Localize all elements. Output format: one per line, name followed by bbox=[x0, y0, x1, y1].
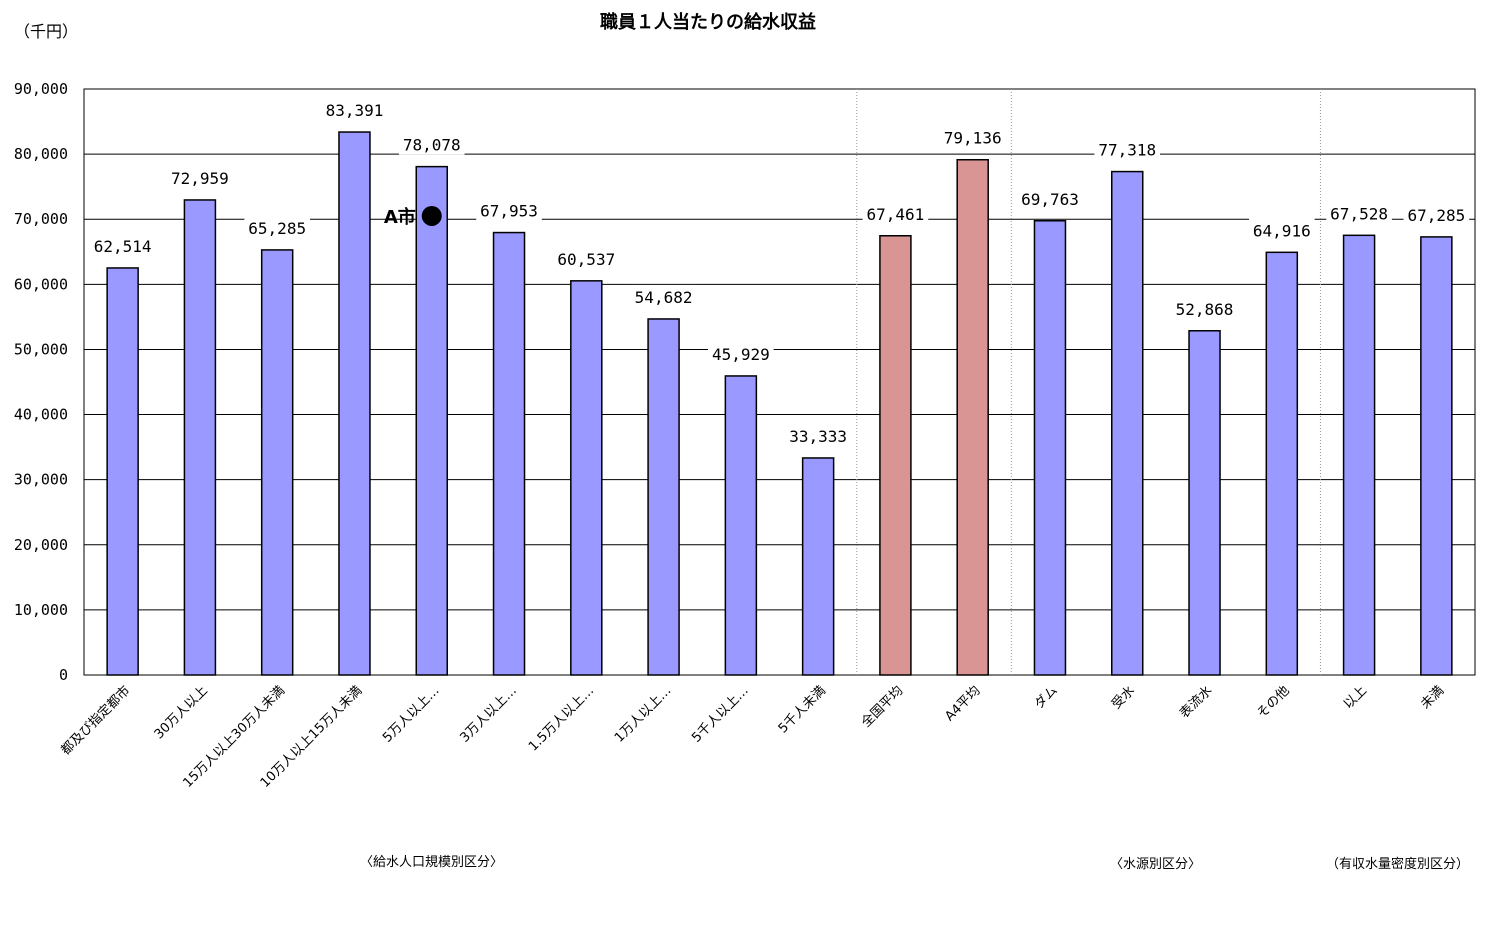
x-tick-label: ダム bbox=[1032, 683, 1061, 712]
bar bbox=[183, 199, 217, 676]
x-tick-label: 3万人以上… bbox=[457, 683, 519, 745]
x-tick-label: 未満 bbox=[1418, 683, 1447, 712]
bar bbox=[1033, 220, 1067, 676]
data-label-bg bbox=[476, 198, 542, 221]
bar bbox=[570, 280, 603, 676]
y-unit-label: （千円） bbox=[14, 22, 79, 41]
data-label: 69,763 bbox=[1021, 190, 1079, 209]
plot-area-border bbox=[83, 88, 1476, 676]
x-tick-label: 30万人以上 bbox=[152, 683, 211, 742]
data-label: 83,391 bbox=[326, 101, 384, 120]
data-label: 52,868 bbox=[1176, 300, 1234, 319]
bar bbox=[724, 375, 758, 676]
x-tick-label: 全国平均 bbox=[858, 683, 906, 731]
data-label: 67,461 bbox=[867, 205, 925, 224]
data-label-bg bbox=[862, 201, 929, 224]
y-tick-label: 20,000 bbox=[14, 536, 68, 554]
bar bbox=[1111, 170, 1144, 676]
annotation-label: A市 bbox=[384, 206, 416, 228]
bar bbox=[260, 249, 294, 676]
bar bbox=[1342, 234, 1376, 676]
data-label: 62,514 bbox=[94, 237, 152, 256]
data-label-bg bbox=[708, 341, 774, 364]
data-label: 78,078 bbox=[403, 136, 461, 155]
bar bbox=[106, 267, 139, 676]
chart-title: 職員１人当たりの給水収益 bbox=[600, 12, 816, 33]
x-tick-label: 1.5万人以上… bbox=[526, 683, 597, 754]
bar bbox=[492, 231, 526, 676]
bar bbox=[879, 235, 912, 676]
data-label: 45,929 bbox=[712, 345, 770, 364]
y-tick-label: 90,000 bbox=[14, 80, 68, 98]
x-tick-label: その他 bbox=[1254, 683, 1292, 721]
data-label-bg bbox=[1094, 137, 1161, 160]
data-label-bg bbox=[553, 246, 620, 269]
data-label-bg bbox=[244, 215, 310, 238]
data-label-bg bbox=[1326, 201, 1392, 224]
x-tick-label: 1万人以上… bbox=[612, 683, 674, 745]
data-label: 67,953 bbox=[480, 202, 538, 221]
bar bbox=[415, 165, 448, 676]
data-label-bg bbox=[1017, 186, 1083, 209]
y-tick-label: 10,000 bbox=[14, 601, 68, 619]
data-label-bg bbox=[939, 125, 1006, 148]
x-tick-label: 5千人以上… bbox=[689, 683, 751, 745]
x-tick-label: 都及び指定都市 bbox=[58, 683, 134, 759]
data-label-bg bbox=[1171, 296, 1238, 319]
x-tick-label: 5万人以上… bbox=[380, 683, 442, 745]
y-tick-label: 70,000 bbox=[14, 210, 68, 228]
group-label-population: 〈給水人口規模別区分〉 bbox=[360, 855, 504, 870]
y-tick-label: 50,000 bbox=[14, 340, 68, 358]
y-tick-label: 80,000 bbox=[14, 145, 68, 163]
x-tick-label: A4平均 bbox=[942, 683, 983, 724]
data-label-bg bbox=[167, 165, 233, 188]
data-label: 77,318 bbox=[1098, 141, 1156, 160]
data-label-bg bbox=[1249, 218, 1315, 241]
bar bbox=[956, 158, 989, 676]
bar bbox=[1265, 251, 1299, 676]
bar bbox=[647, 318, 680, 676]
data-label-bg bbox=[398, 132, 465, 155]
data-label: 72,959 bbox=[171, 169, 229, 188]
data-label: 33,333 bbox=[789, 427, 847, 446]
y-tick-label: 40,000 bbox=[14, 406, 68, 424]
x-tick-label: 以上 bbox=[1341, 683, 1370, 712]
bar bbox=[1188, 330, 1221, 676]
data-label-bg bbox=[89, 233, 156, 256]
data-label: 67,528 bbox=[1330, 204, 1388, 223]
x-tick-label: 5千人未満 bbox=[776, 683, 829, 736]
bar bbox=[801, 457, 835, 676]
annotation-marker bbox=[421, 205, 442, 226]
y-tick-label: 60,000 bbox=[14, 275, 68, 293]
data-label-bg bbox=[630, 284, 697, 307]
data-label-bg bbox=[1403, 202, 1470, 225]
bar bbox=[1420, 236, 1453, 676]
data-label: 67,285 bbox=[1407, 206, 1465, 225]
group-label-density: （有収水量密度別区分） bbox=[1326, 857, 1470, 872]
data-label: 65,285 bbox=[248, 219, 306, 238]
bar bbox=[338, 131, 371, 676]
data-label: 64,916 bbox=[1253, 221, 1311, 240]
data-label: 79,136 bbox=[944, 129, 1002, 148]
data-label-bg bbox=[785, 423, 851, 446]
data-label: 54,682 bbox=[635, 288, 693, 307]
x-tick-label: 表流水 bbox=[1177, 683, 1215, 721]
x-tick-label: 受水 bbox=[1109, 683, 1138, 712]
data-label-bg bbox=[321, 98, 388, 121]
y-tick-label: 0 bbox=[59, 666, 68, 684]
data-label: 60,537 bbox=[557, 250, 615, 269]
y-tick-label: 30,000 bbox=[14, 471, 68, 489]
group-label-water-source: 〈水源別区分〉 bbox=[1110, 857, 1202, 872]
